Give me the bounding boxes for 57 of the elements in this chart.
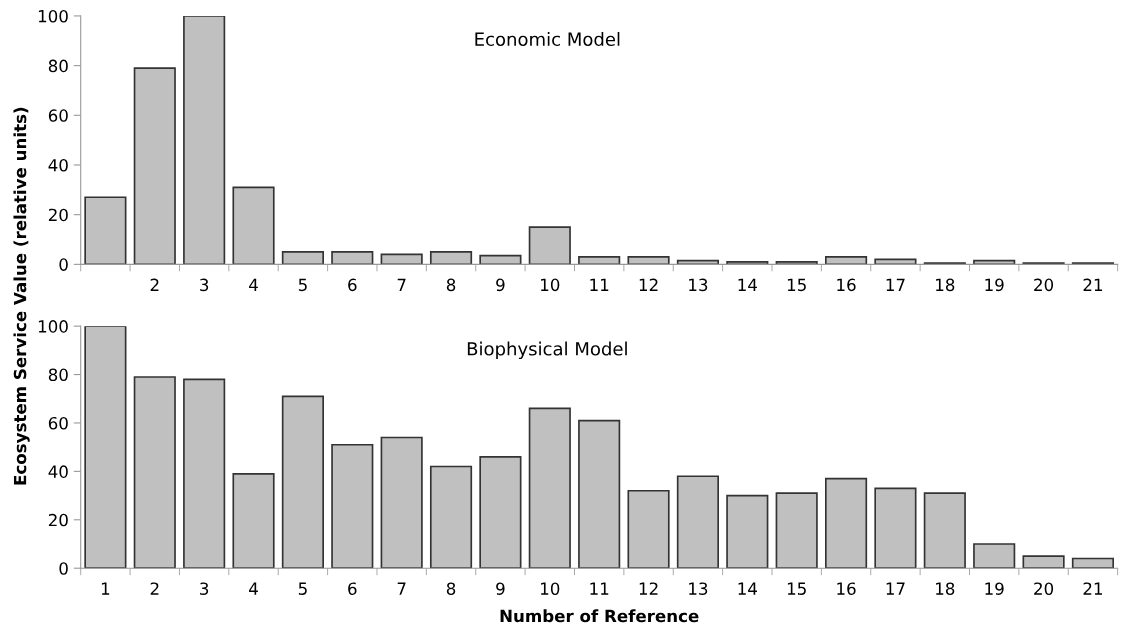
x-tick-label: 18 xyxy=(936,582,955,595)
x-tick-label: 9 xyxy=(496,278,505,292)
y-tick-label: 100 xyxy=(38,320,68,333)
x-tick-label: 8 xyxy=(446,278,456,292)
y-tick-label: 20 xyxy=(48,208,68,222)
y-axis-title: Ecosystem Service Value (relative units) xyxy=(13,107,30,485)
x-tick-label: 17 xyxy=(886,582,905,595)
x-tick-label: 12 xyxy=(639,278,658,291)
x-tick-label: 3 xyxy=(200,582,209,595)
x-tick-label: 2 xyxy=(150,582,159,595)
x-tick-label: 11 xyxy=(590,278,609,291)
x-tick-label: 17 xyxy=(886,278,905,291)
x-axis-title: Number of Reference xyxy=(500,609,699,623)
x-tick-label: 20 xyxy=(1034,582,1054,595)
x-tick-label: 4 xyxy=(249,278,258,291)
x-tick-label: 6 xyxy=(348,278,357,292)
x-tick-label: 13 xyxy=(689,582,708,595)
text: Biophysical Model xyxy=(467,341,627,360)
x-tick-label: 10 xyxy=(541,582,560,595)
x-tick-label: 13 xyxy=(689,278,708,292)
y-tick-label: 60 xyxy=(48,109,68,122)
y-tick-label: 40 xyxy=(48,465,68,478)
y-tick-label: 80 xyxy=(48,59,68,73)
y-tick-label: 80 xyxy=(48,368,68,382)
x-tick-label: 9 xyxy=(496,582,505,595)
x-tick-label: 1 xyxy=(101,582,110,595)
x-tick-label: 10 xyxy=(541,278,560,292)
x-tick-label: 18 xyxy=(936,278,955,292)
y-tick-label: 100 xyxy=(38,9,68,23)
y-tick-label: 20 xyxy=(48,513,68,527)
x-tick-label: 3 xyxy=(200,278,209,292)
x-tick-label: 12 xyxy=(639,582,658,595)
y-tick-label: 40 xyxy=(48,158,68,172)
x-tick-label: 16 xyxy=(837,582,856,595)
x-tick-label: 14 xyxy=(738,278,757,291)
x-tick-label: 11 xyxy=(590,582,609,595)
x-tick-label: 19 xyxy=(985,582,1004,595)
x-tick-label: 16 xyxy=(837,278,856,292)
x-tick-label: 21 xyxy=(1083,278,1103,291)
x-tick-label: 5 xyxy=(298,278,307,292)
x-tick-label: 15 xyxy=(787,278,806,292)
x-tick-label: 15 xyxy=(787,582,806,595)
x-tick-label: 8 xyxy=(446,582,456,595)
x-tick-label: 21 xyxy=(1083,582,1103,595)
x-tick-label: 6 xyxy=(348,582,357,595)
x-tick-label: 7 xyxy=(397,582,406,595)
x-tick-label: 7 xyxy=(397,278,406,291)
x-tick-label: 4 xyxy=(249,582,258,595)
x-tick-label: 20 xyxy=(1034,278,1054,292)
x-tick-label: 5 xyxy=(298,582,307,595)
y-tick-label: 0 xyxy=(59,562,68,575)
x-tick-label: 19 xyxy=(985,278,1004,292)
text: Economic Model xyxy=(475,32,620,47)
x-tick-label: 14 xyxy=(738,582,757,595)
x-tick-label: 2 xyxy=(150,278,159,291)
y-tick-label: 60 xyxy=(48,416,68,430)
y-tick-label: 0 xyxy=(59,258,68,271)
